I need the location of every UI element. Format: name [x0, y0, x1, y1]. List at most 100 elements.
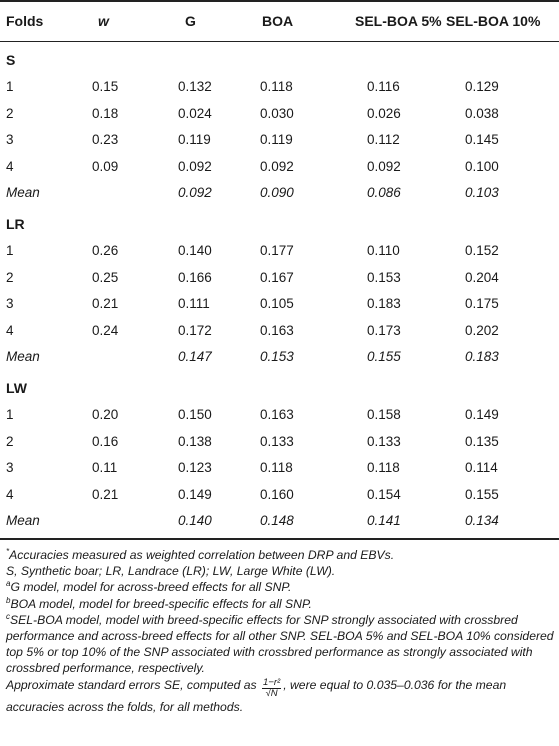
fold-number: 2 [6, 433, 14, 449]
cell-sel5: 0.118 [367, 460, 400, 475]
header-g: G [185, 13, 196, 29]
cell-sel10: 0.149 [465, 407, 499, 422]
cell-boa: 0.153 [260, 349, 294, 364]
mean-label: Mean [6, 513, 40, 528]
cell-sel10: 0.100 [465, 158, 499, 174]
top-rule [0, 0, 559, 2]
header-boa: BOA [262, 13, 294, 29]
cell-boa: 0.177 [260, 243, 294, 258]
cell-w: 0.21 [92, 296, 119, 311]
cell-w: 0.18 [92, 105, 119, 121]
footnote-a: aG model, model for across-breed effects… [6, 579, 292, 595]
footnote-b: bBOA model, model for breed-specific eff… [6, 595, 312, 611]
cell-w: 0.15 [92, 79, 119, 94]
fold-number: 4 [6, 486, 14, 502]
cell-sel10: 0.134 [465, 513, 499, 528]
cell-sel10: 0.183 [465, 349, 499, 364]
cell-sel5: 0.153 [367, 269, 401, 285]
cell-boa: 0.118 [260, 460, 293, 475]
cell-sel10: 0.155 [465, 486, 499, 502]
table-footnotes: *Accuracies measured as weighted correla… [6, 547, 554, 715]
cell-boa: 0.163 [260, 322, 294, 338]
cell-sel5: 0.173 [367, 322, 401, 338]
cell-boa: 0.105 [260, 296, 294, 311]
cell-sel5: 0.154 [367, 486, 401, 502]
header-rule [0, 41, 559, 42]
cell-sel10: 0.175 [465, 296, 499, 311]
fold-number: 1 [6, 243, 14, 258]
cell-sel5: 0.141 [367, 513, 401, 528]
cell-w: 0.23 [92, 132, 119, 147]
cell-g: 0.132 [178, 79, 212, 94]
cell-sel10: 0.152 [465, 243, 499, 258]
fold-number: 4 [6, 158, 14, 174]
cell-g: 0.119 [178, 132, 211, 147]
cell-boa: 0.133 [260, 433, 294, 449]
mean-label: Mean [6, 185, 40, 200]
fold-number: 1 [6, 407, 14, 422]
cell-sel5: 0.026 [367, 105, 401, 121]
cell-sel5: 0.183 [367, 296, 401, 311]
cell-sel10: 0.135 [465, 433, 499, 449]
fold-number: 1 [6, 79, 14, 94]
cell-sel10: 0.103 [465, 185, 499, 200]
header-w: w [98, 13, 109, 29]
cell-boa: 0.167 [260, 269, 294, 285]
cell-boa: 0.092 [260, 158, 294, 174]
footnote-accuracy: *Accuracies measured as weighted correla… [6, 547, 395, 563]
se-formula: 1−r² √N [262, 676, 282, 699]
cell-sel5: 0.086 [367, 185, 401, 200]
fold-number: 3 [6, 296, 14, 311]
cell-sel10: 0.204 [465, 269, 499, 285]
cell-sel5: 0.133 [367, 433, 401, 449]
cell-boa: 0.163 [260, 407, 294, 422]
cell-boa: 0.090 [260, 185, 294, 200]
cell-g: 0.024 [178, 105, 212, 121]
cell-sel5: 0.112 [367, 132, 400, 147]
cell-sel10: 0.202 [465, 322, 499, 338]
cell-sel5: 0.155 [367, 349, 401, 364]
cell-g: 0.140 [178, 243, 212, 258]
mean-label: Mean [6, 349, 40, 364]
cell-g: 0.172 [178, 322, 212, 338]
cell-sel10: 0.145 [465, 132, 499, 147]
cell-g: 0.138 [178, 433, 212, 449]
fold-number: 4 [6, 322, 14, 338]
cell-sel10: 0.038 [465, 105, 499, 121]
cell-w: 0.21 [92, 486, 119, 502]
cell-w: 0.26 [92, 243, 119, 258]
cell-boa: 0.148 [260, 513, 294, 528]
fold-number: 3 [6, 132, 14, 147]
cell-g: 0.092 [178, 185, 212, 200]
cell-sel10: 0.129 [465, 79, 499, 94]
cell-g: 0.147 [178, 349, 212, 364]
cell-g: 0.149 [178, 486, 212, 502]
cell-sel10: 0.114 [465, 460, 498, 475]
cell-boa: 0.118 [260, 79, 293, 94]
cell-w: 0.16 [92, 433, 119, 449]
cell-g: 0.123 [178, 460, 212, 475]
fold-number: 2 [6, 269, 14, 285]
cell-w: 0.11 [92, 460, 118, 475]
cell-sel5: 0.158 [367, 407, 401, 422]
cell-g: 0.092 [178, 158, 212, 174]
footnote-c: cSEL-BOA model, model with breed-specifi… [6, 611, 554, 676]
cell-w: 0.09 [92, 158, 119, 174]
cell-sel5: 0.110 [367, 243, 400, 258]
cell-g: 0.150 [178, 407, 212, 422]
cell-g: 0.140 [178, 513, 212, 528]
bottom-rule [0, 538, 559, 540]
header-sel-boa-5: SEL-BOA 5% [355, 13, 442, 29]
fold-number: 2 [6, 105, 14, 121]
section-label: S [6, 52, 16, 68]
cell-sel5: 0.092 [367, 158, 401, 174]
header-sel-boa-10: SEL-BOA 10% [446, 13, 541, 29]
cell-w: 0.24 [92, 322, 119, 338]
cell-boa: 0.119 [260, 132, 293, 147]
cell-g: 0.111 [178, 296, 210, 311]
fold-number: 3 [6, 460, 14, 475]
cell-boa: 0.030 [260, 105, 294, 121]
footnote-abbreviations: S, Synthetic boar; LR, Landrace (LR); LW… [6, 564, 336, 579]
section-label: LW [6, 380, 27, 396]
cell-w: 0.25 [92, 269, 119, 285]
